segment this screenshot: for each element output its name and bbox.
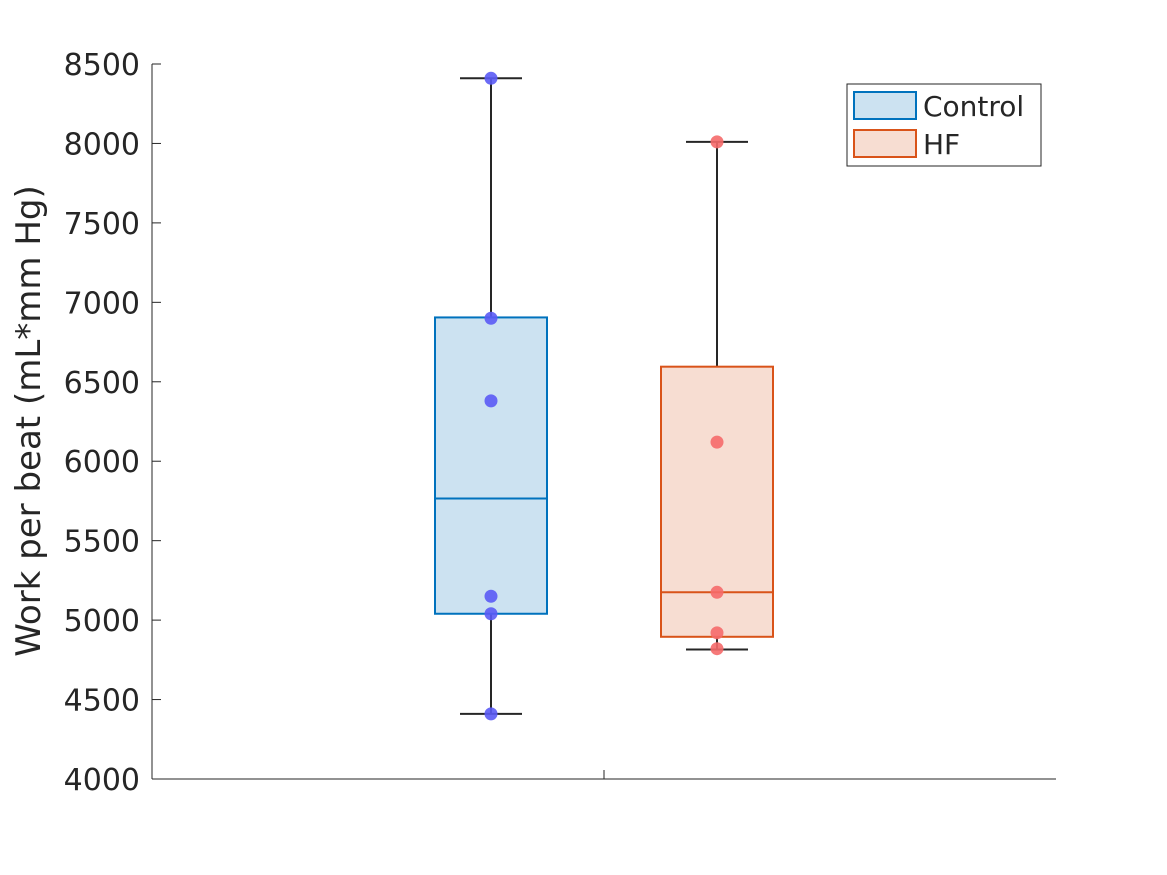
data-point-control [484, 607, 498, 621]
y-tick-label: 5000 [64, 604, 140, 639]
y-tick-label: 6500 [64, 366, 140, 401]
y-axis: Work per beat (mL*mm Hg) 4000 4500 5000 550… [9, 48, 1056, 798]
y-tick-label: 7000 [64, 286, 140, 321]
legend-swatch-hf [853, 129, 917, 158]
data-point-hf [710, 642, 724, 656]
y-tick-label: 5500 [64, 525, 140, 560]
data-point-hf [710, 585, 724, 599]
y-tick-label: 4000 [64, 763, 140, 798]
legend-label-hf: HF [923, 128, 960, 161]
data-point-control [484, 71, 498, 85]
y-axis-label: Work per beat (mL*mm Hg) [9, 185, 49, 656]
data-point-control [484, 311, 498, 325]
y-tick-label: 4500 [64, 684, 140, 719]
y-tick-label: 8500 [64, 48, 140, 83]
y-tick-label: 7500 [64, 207, 140, 242]
box-control [434, 316, 548, 615]
data-point-hf [710, 435, 724, 449]
data-point-control [484, 394, 498, 408]
data-point-control [484, 589, 498, 603]
data-point-hf [710, 135, 724, 149]
plot-area [434, 71, 774, 721]
data-point-control [484, 707, 498, 721]
y-tick-label: 6000 [64, 445, 140, 480]
data-point-hf [710, 626, 724, 640]
legend: Control HF [846, 83, 1042, 167]
legend-label-control: Control [923, 90, 1024, 123]
y-tick-label: 8000 [64, 127, 140, 162]
legend-swatch-control [853, 91, 917, 120]
